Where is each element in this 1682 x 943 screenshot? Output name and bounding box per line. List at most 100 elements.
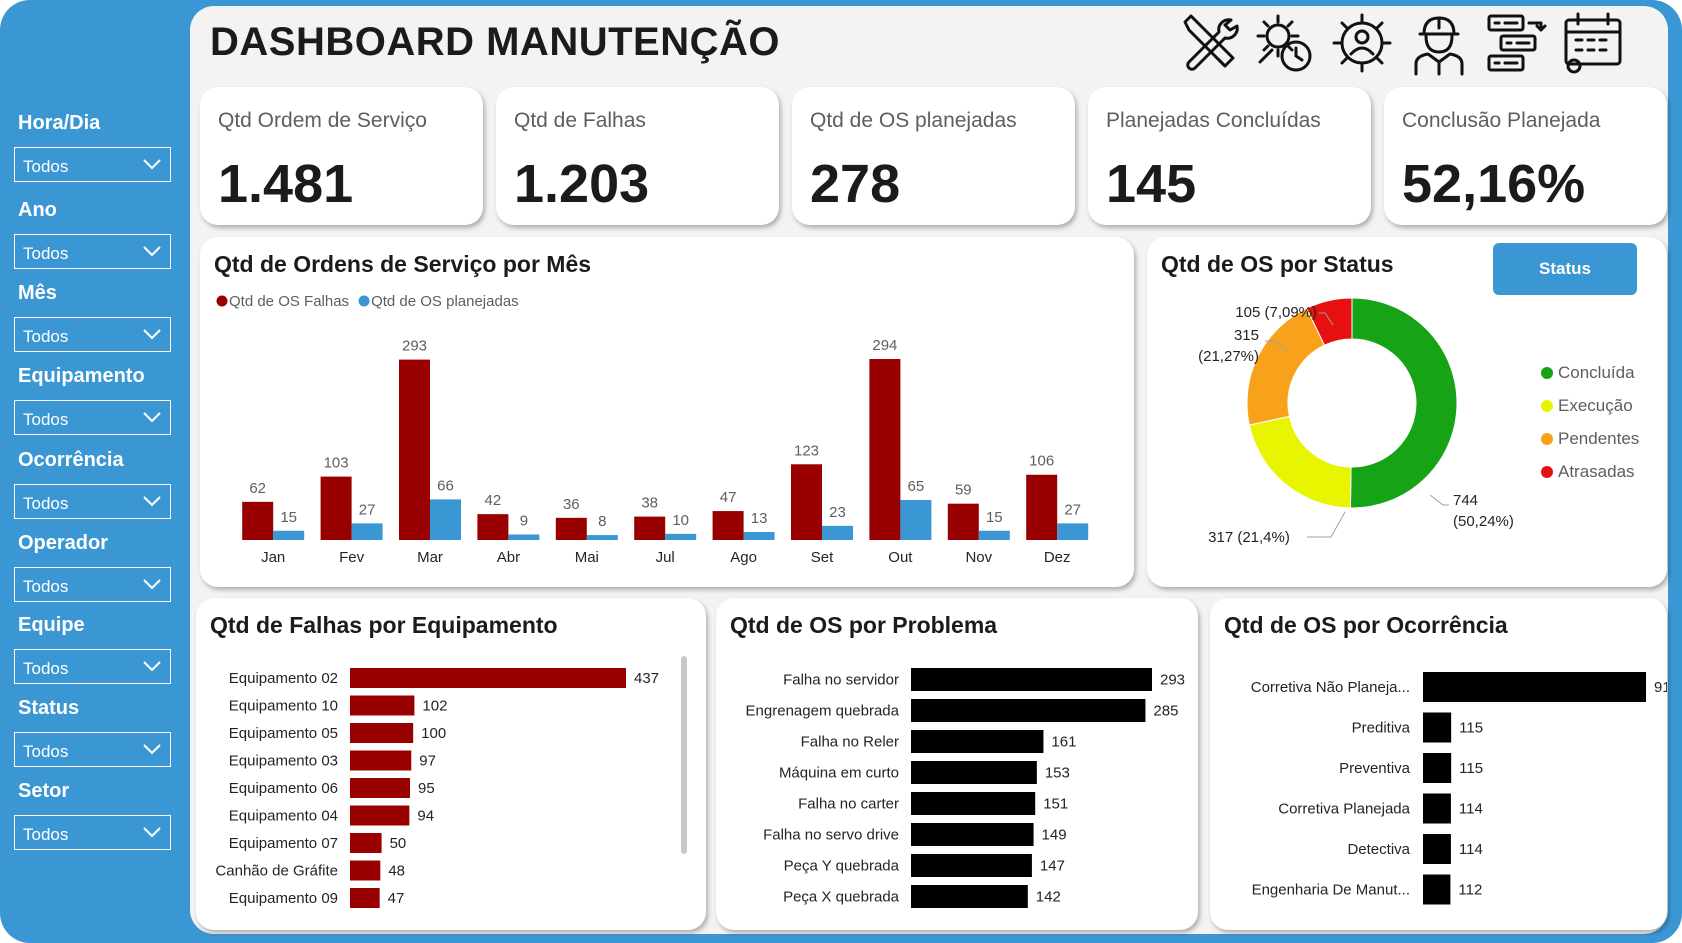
filter-dropdown[interactable]: Todos <box>14 815 171 850</box>
bar[interactable] <box>586 535 618 540</box>
bar[interactable] <box>1423 834 1451 864</box>
bar[interactable] <box>350 668 626 688</box>
bar[interactable] <box>399 359 430 540</box>
tick-label: Falha no Reler <box>801 734 899 751</box>
filter-dropdown[interactable]: Todos <box>14 732 171 767</box>
bar[interactable] <box>350 860 381 881</box>
kpi-card-falhas: Qtd de Falhas 1.203 <box>496 87 779 225</box>
bar[interactable] <box>1057 523 1089 540</box>
bar[interactable] <box>1423 712 1452 743</box>
bar[interactable] <box>350 805 410 826</box>
tick-label: Falha no servidor <box>783 672 899 689</box>
bar[interactable] <box>911 699 1146 722</box>
bar[interactable] <box>712 511 744 540</box>
bar[interactable] <box>822 525 853 540</box>
data-label: 66 <box>437 477 454 494</box>
data-label: 9 <box>520 512 528 529</box>
kpi-label: Planejadas Concluídas <box>1106 109 1321 132</box>
bar[interactable] <box>743 531 775 540</box>
data-label: (50,24%) <box>1453 513 1514 530</box>
scrollbar[interactable] <box>681 656 687 854</box>
bar[interactable] <box>1423 672 1646 702</box>
kpi-label: Qtd de OS planejadas <box>810 109 1017 132</box>
occurrence-chart-card: Qtd de OS por Ocorrência Corretiva Não P… <box>1210 598 1667 930</box>
bar[interactable] <box>791 464 822 540</box>
bar[interactable] <box>350 750 412 771</box>
tick-label: Jan <box>261 549 285 566</box>
tick-label: Engrenagem quebrada <box>746 703 900 720</box>
chevron-down-icon <box>143 827 161 838</box>
data-label: 115 <box>1459 760 1483 777</box>
bar[interactable] <box>350 888 380 908</box>
filter-dropdown[interactable]: Todos <box>14 567 171 602</box>
bar[interactable] <box>555 517 587 540</box>
bar[interactable] <box>911 668 1152 691</box>
pie-slice[interactable] <box>1306 297 1353 346</box>
bar[interactable] <box>273 530 305 540</box>
data-label: 65 <box>908 478 925 495</box>
filter-value: Todos <box>23 825 69 844</box>
bar[interactable] <box>911 761 1037 784</box>
tick-label: Falha no servo drive <box>763 827 899 844</box>
data-label: 8 <box>598 513 606 530</box>
legend-label: Pendentes <box>1558 429 1639 448</box>
pie-slice[interactable] <box>1349 297 1458 509</box>
filter-label: Hora/Dia <box>18 112 101 134</box>
filter-dropdown[interactable]: Todos <box>14 400 171 435</box>
data-label: 744 <box>1453 492 1478 509</box>
legend-marker <box>1541 466 1553 478</box>
bar[interactable] <box>351 523 383 540</box>
tick-label: Máquina em curto <box>779 765 899 782</box>
bar[interactable] <box>350 778 410 798</box>
bar[interactable] <box>350 723 414 743</box>
filter-label: Equipe <box>18 614 85 636</box>
bar[interactable] <box>869 359 901 540</box>
filter-label: Operador <box>18 532 109 554</box>
bar[interactable] <box>242 501 274 540</box>
tick-label: Out <box>888 549 913 566</box>
pie-slice[interactable] <box>1248 415 1352 509</box>
bar[interactable] <box>634 516 666 540</box>
bar[interactable] <box>1423 753 1452 783</box>
data-label: 50 <box>390 835 407 852</box>
tick-label: Ago <box>730 549 757 566</box>
bar[interactable] <box>911 885 1028 908</box>
filter-dropdown[interactable]: Todos <box>14 649 171 684</box>
bar[interactable] <box>1423 793 1451 824</box>
bar[interactable] <box>665 533 697 540</box>
pie-slice[interactable] <box>1246 307 1326 426</box>
equipment-bar-chart: Equipamento 02 437 Equipamento 10 102 Equipa… <box>215 656 687 908</box>
bar[interactable] <box>350 833 382 853</box>
bar[interactable] <box>911 854 1032 877</box>
bar[interactable] <box>911 730 1044 753</box>
data-label: 437 <box>634 670 659 687</box>
engineer-icon <box>1414 16 1464 76</box>
bar[interactable] <box>430 499 461 540</box>
tick-label: Equipamento 02 <box>229 670 338 687</box>
bar[interactable] <box>508 534 540 540</box>
occurrence-bar-chart: Corretiva Não Planeja... 911 Preditiva 115 P… <box>1251 672 1667 905</box>
bar[interactable] <box>911 792 1036 815</box>
bar[interactable] <box>477 514 509 540</box>
tick-label: Mai <box>575 549 599 566</box>
tick-label: Dez <box>1044 549 1071 566</box>
filter-dropdown[interactable]: Todos <box>14 234 171 269</box>
bar[interactable] <box>350 695 415 716</box>
bar[interactable] <box>320 476 352 540</box>
status-button[interactable]: Status <box>1493 243 1637 295</box>
bar[interactable] <box>947 503 979 540</box>
filter-label: Status <box>18 697 80 719</box>
bar[interactable] <box>978 530 1010 540</box>
bar[interactable] <box>900 499 932 540</box>
bar[interactable] <box>1423 874 1451 905</box>
data-label: 95 <box>418 780 435 797</box>
tick-label: Jul <box>656 549 675 566</box>
filter-dropdown[interactable]: Todos <box>14 147 171 182</box>
status-donut-chart: 744 (50,24%) 317 (21,4%) 315 (21,27%) 105 (7,… <box>1198 297 1639 546</box>
filter-label: Ocorrência <box>18 449 124 471</box>
bar[interactable] <box>1026 474 1058 540</box>
bar[interactable] <box>911 823 1034 846</box>
filter-dropdown[interactable]: Todos <box>14 317 171 352</box>
filter-dropdown[interactable]: Todos <box>14 484 171 519</box>
leader-line <box>1429 494 1449 506</box>
